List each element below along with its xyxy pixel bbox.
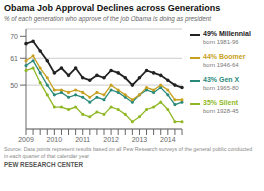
svg-text:70: 70 [10,33,18,40]
html-text:% of each generation who appro: % of each generation who approve of the … [4,15,211,22]
html-text:49% Millennial: 49% Millennial [203,30,251,37]
svg-text:2011: 2011 [75,136,90,143]
html-text:born 1928-45: born 1928-45 [203,108,239,114]
svg-text:61: 61 [10,55,18,62]
html-text:Obama Job Approval Declines ac: Obama Job Approval Declines across Gener… [4,3,221,13]
svg-text:2014: 2014 [160,136,176,143]
html-text:Source: Data points represent: Source: Data points represent results ba… [4,146,253,159]
html-text:born 1946-64: born 1946-64 [203,62,239,68]
html-text:born 1981-96: born 1981-96 [203,39,239,45]
html-text:born 1965-80: born 1965-80 [203,85,239,91]
html-text:44% Boomer: 44% Boomer [203,53,246,60]
html-text:35% Silent: 35% Silent [203,99,238,106]
html-text:PEW RESEARCH CENTER: PEW RESEARCH CENTER [4,161,84,168]
svg-text:2013: 2013 [132,136,148,143]
svg-text:2010: 2010 [47,136,63,143]
html-text:43% Gen X: 43% Gen X [203,76,240,83]
svg-text:50: 50 [10,82,18,89]
svg-text:2012: 2012 [103,136,119,143]
svg-text:2009: 2009 [18,136,34,143]
